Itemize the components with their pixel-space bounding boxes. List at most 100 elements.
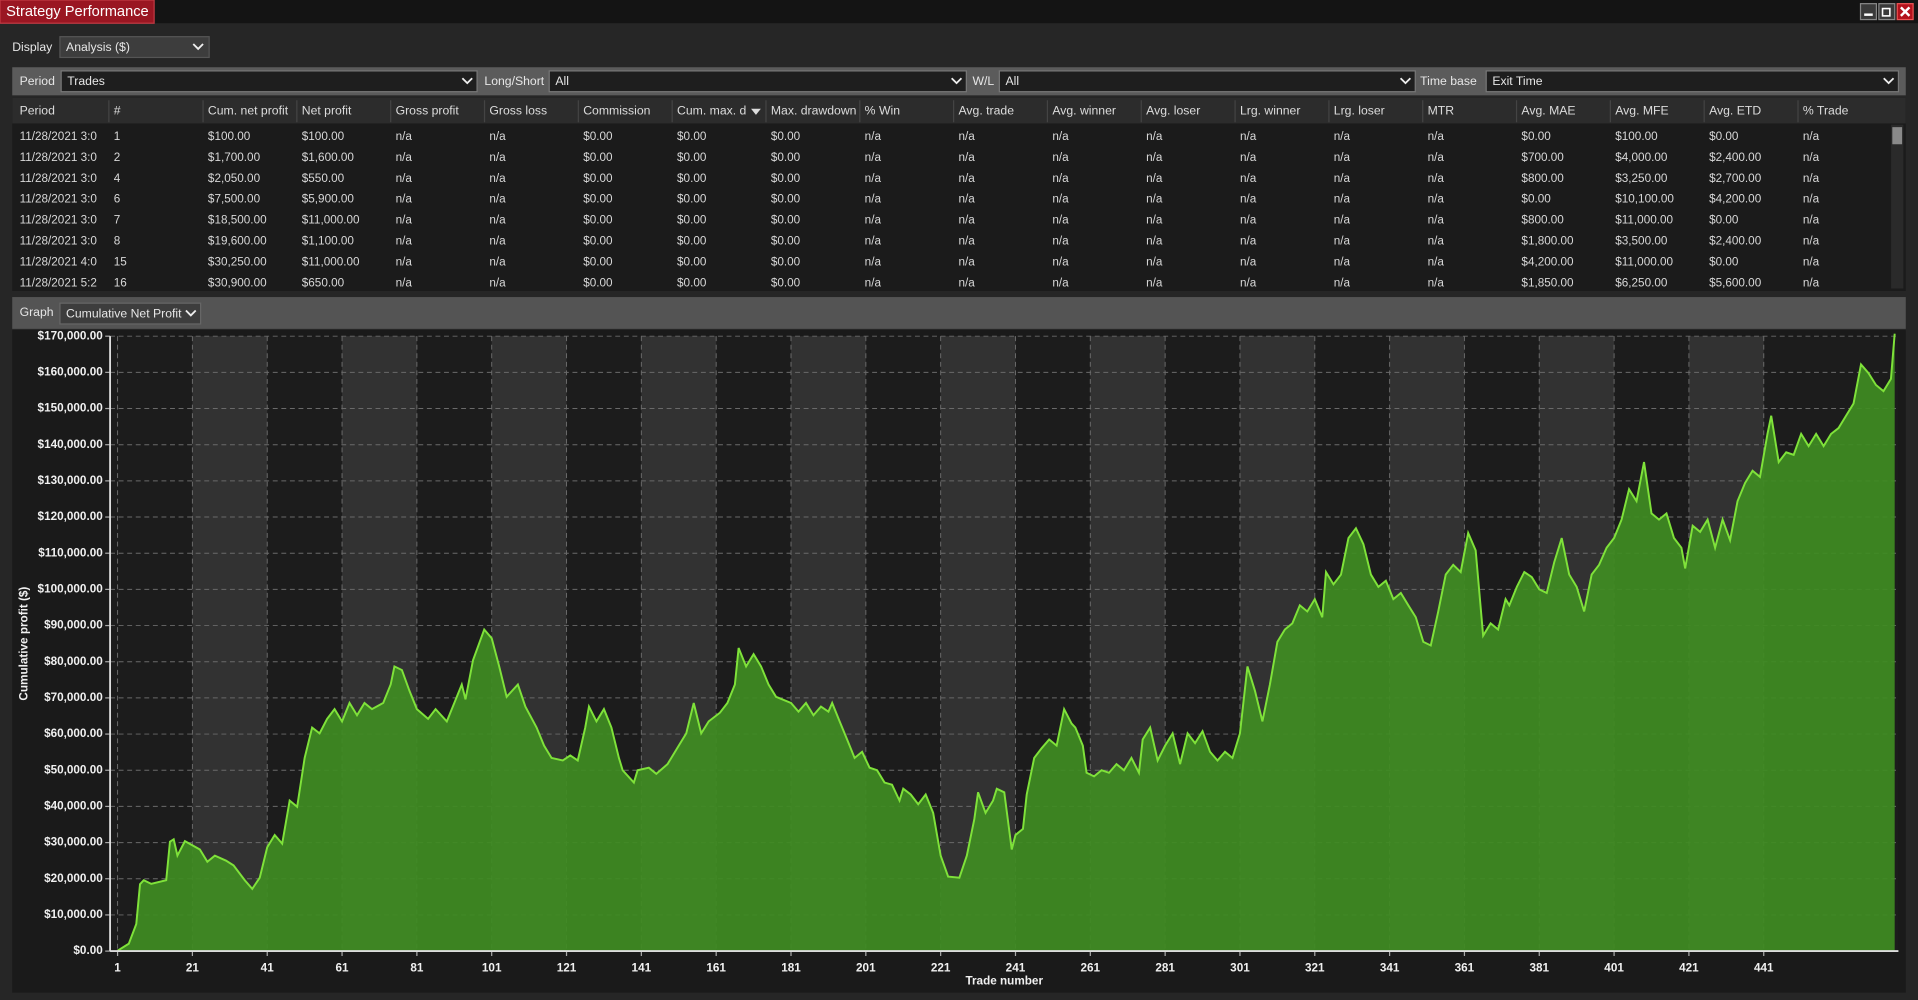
column-header[interactable]: % Trade xyxy=(1803,103,1849,117)
column-header[interactable]: Avg. ETD xyxy=(1709,103,1761,117)
table-cell: 11/28/2021 3:0 xyxy=(20,151,98,164)
table-cell: n/a xyxy=(1803,130,1820,143)
table-cell: n/a xyxy=(1146,172,1163,185)
table-cell: 11/28/2021 3:0 xyxy=(20,214,98,227)
column-header[interactable]: MTR xyxy=(1428,103,1455,117)
title-tab[interactable] xyxy=(0,0,155,24)
column-header[interactable]: Commission xyxy=(583,103,650,117)
column-header[interactable]: Avg. loser xyxy=(1146,103,1200,117)
column-header[interactable]: Avg. trade xyxy=(959,103,1015,117)
table-cell: $0.00 xyxy=(677,255,707,268)
dropdown-arrow xyxy=(951,77,963,85)
table-cell: n/a xyxy=(865,214,882,227)
column-header[interactable]: Lrg. loser xyxy=(1334,103,1385,117)
x-tick-label: 101 xyxy=(482,961,502,974)
x-tick-label: 321 xyxy=(1305,961,1325,974)
column-header[interactable]: Avg. winner xyxy=(1052,103,1116,117)
table-cell: 7 xyxy=(114,214,121,227)
table-cell: $1,600.00 xyxy=(302,151,355,164)
table-cell: 15 xyxy=(114,255,128,268)
table-cell: $5,900.00 xyxy=(302,193,355,206)
y-tick-label: $130,000.00 xyxy=(38,474,104,487)
y-tick-label: $50,000.00 xyxy=(44,763,103,776)
column-header[interactable]: Avg. MFE xyxy=(1615,103,1668,117)
graph-dropdown[interactable] xyxy=(59,302,202,325)
table-cell: $0.00 xyxy=(771,151,801,164)
table-cell: $0.00 xyxy=(771,172,801,185)
column-header[interactable]: Lrg. winner xyxy=(1240,103,1300,117)
x-tick-label: 341 xyxy=(1380,961,1400,974)
table-scrollbar[interactable] xyxy=(1891,124,1904,289)
x-tick-label: 81 xyxy=(410,961,424,974)
y-tick-label: $90,000.00 xyxy=(44,619,103,632)
table-cell: 11/28/2021 5:2 xyxy=(20,276,97,289)
table-cell: n/a xyxy=(1334,172,1351,185)
column-header[interactable]: # xyxy=(114,103,121,117)
display-dropdown[interactable] xyxy=(59,36,210,59)
table-cell: $0.00 xyxy=(583,276,613,289)
filter-dropdown[interactable] xyxy=(998,70,1416,93)
table-header xyxy=(12,97,1906,124)
y-tick-label: $100,000.00 xyxy=(38,582,104,595)
filter-dropdown[interactable] xyxy=(1485,70,1900,93)
scrollbar-thumb[interactable] xyxy=(1892,127,1903,145)
x-tick-label: 421 xyxy=(1679,961,1699,974)
x-tick-label: 261 xyxy=(1081,961,1101,974)
table-cell: n/a xyxy=(1334,151,1351,164)
table-cell: $0.00 xyxy=(1709,214,1739,227)
table-cell: n/a xyxy=(396,193,413,206)
table-cell: $1,700.00 xyxy=(208,151,261,164)
x-tick-label: 121 xyxy=(557,961,577,974)
table-cell: n/a xyxy=(1334,193,1351,206)
table-cell: n/a xyxy=(396,255,413,268)
column-header[interactable]: Avg. MAE xyxy=(1521,103,1575,117)
table-cell: 11/28/2021 3:0 xyxy=(20,130,98,143)
x-tick-label: 21 xyxy=(186,961,200,974)
table-cell: n/a xyxy=(396,235,413,248)
filters: Period Trades Long/Short All W/L All Time base… xyxy=(20,70,1900,93)
filter-dropdown[interactable] xyxy=(548,70,967,93)
table-cell: $11,000.00 xyxy=(1615,214,1673,227)
column-header[interactable]: Net profit xyxy=(302,103,352,117)
filter-dropdown[interactable] xyxy=(60,70,478,93)
column-header[interactable]: Max. drawdown xyxy=(771,103,857,117)
area-fill xyxy=(117,333,1895,952)
column-header[interactable]: Gross profit xyxy=(396,103,460,117)
column-header[interactable]: % Win xyxy=(865,103,900,117)
column-header[interactable]: Cum. net profit xyxy=(208,103,289,117)
dropdown-arrow xyxy=(185,309,197,317)
restore-icon xyxy=(1881,7,1891,17)
table-cell: 11/28/2021 4:0 xyxy=(20,255,98,268)
column-header[interactable]: Cum. max. d xyxy=(677,103,746,117)
x-tick-label: 381 xyxy=(1529,961,1549,974)
table-cell: n/a xyxy=(489,130,506,143)
table-cell: n/a xyxy=(865,235,882,248)
table-cell: n/a xyxy=(1334,235,1351,248)
table-cell: n/a xyxy=(489,214,506,227)
table-cell: n/a xyxy=(1240,276,1257,289)
table-cell: $0.00 xyxy=(677,151,707,164)
table-cell: 11/28/2021 3:0 xyxy=(20,193,98,206)
table-cell: $100.00 xyxy=(1615,130,1658,143)
y-axis-title: Cumulative profit ($) xyxy=(18,587,31,701)
table-cell: n/a xyxy=(1428,193,1445,206)
table-cell: n/a xyxy=(1052,214,1069,227)
dropdown-arrow xyxy=(1883,77,1895,85)
table-cell: n/a xyxy=(396,172,413,185)
filter-value: All xyxy=(1005,74,1019,88)
table-cell: n/a xyxy=(1428,255,1445,268)
restore-button[interactable] xyxy=(1878,3,1896,21)
display-label: Display xyxy=(12,40,53,54)
y-tick-label: $70,000.00 xyxy=(44,691,103,704)
minimize-button[interactable] xyxy=(1859,3,1878,21)
table-cell: $0.00 xyxy=(583,130,613,143)
table-cell: $6,250.00 xyxy=(1615,276,1668,289)
table-cell: n/a xyxy=(1334,130,1351,143)
column-header[interactable]: Period xyxy=(20,103,56,117)
sort-indicator xyxy=(751,108,761,115)
filter-value: All xyxy=(555,74,569,88)
column-header[interactable]: Gross loss xyxy=(489,103,547,117)
display-value: Analysis ($) xyxy=(66,40,130,54)
table-cell: $10,100.00 xyxy=(1615,193,1674,206)
table-cell: n/a xyxy=(1052,276,1069,289)
